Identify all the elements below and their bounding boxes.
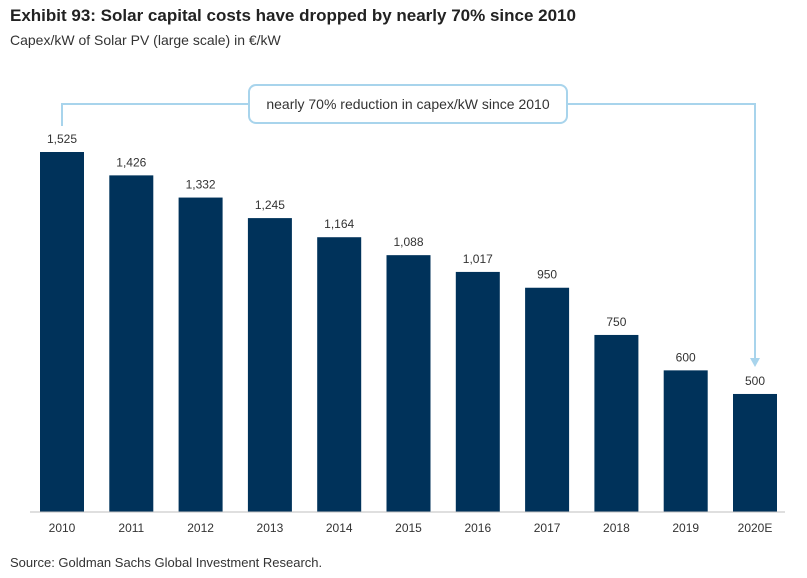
value-label-2012: 1,332	[186, 178, 216, 192]
x-tick-label-2013: 2013	[257, 521, 284, 535]
bar-2013	[247, 218, 292, 512]
value-label-2015: 1,088	[393, 235, 423, 249]
annotation-arrowhead	[750, 358, 760, 367]
x-tick-label-2011: 2011	[118, 521, 144, 535]
value-label-2011: 1,426	[116, 155, 146, 169]
bar-2012	[178, 197, 223, 512]
annotation-connector	[61, 103, 760, 367]
bar-2011	[109, 175, 154, 513]
annotation-right-line	[566, 103, 756, 360]
bar-2018	[594, 334, 639, 512]
bar-2020E	[733, 393, 777, 512]
x-tick-label-2015: 2015	[395, 521, 422, 535]
annotation-left-line	[61, 103, 250, 126]
value-labels-group: 1,525 1,426 1,332 1,245 1,164 1,088 1,017 950 75…	[47, 132, 765, 388]
chart-title: Exhibit 93: Solar capital costs have dro…	[10, 6, 576, 25]
annotation-box: nearly 70% reduction in capex/kW since 2…	[248, 84, 568, 124]
bar-2015	[386, 255, 431, 513]
x-tick-label-2012: 2012	[187, 521, 214, 535]
bar-2019	[663, 370, 708, 512]
x-tick-label-2019: 2019	[672, 521, 699, 535]
x-tick-label-2016: 2016	[464, 521, 491, 535]
x-tick-label-2020E: 2020E	[738, 521, 773, 535]
value-label-2017: 950	[537, 268, 557, 282]
chart-subtitle: Capex/kW of Solar PV (large scale) in €/…	[10, 32, 281, 48]
source-note: Source: Goldman Sachs Global Investment …	[10, 555, 323, 570]
x-tick-label-2018: 2018	[603, 521, 630, 535]
bar-2014	[317, 237, 362, 512]
value-label-2018: 750	[606, 315, 626, 329]
x-tick-label-2017: 2017	[534, 521, 561, 535]
value-label-2016: 1,017	[463, 252, 493, 266]
value-label-2010: 1,525	[47, 132, 77, 146]
bar-2017	[525, 287, 570, 512]
bar-2016	[455, 271, 500, 512]
bars-group	[40, 152, 777, 513]
bar-2010	[40, 152, 84, 512]
x-tick-label-2010: 2010	[49, 521, 76, 535]
x-tick-label-2014: 2014	[326, 521, 353, 535]
value-label-2020E: 500	[745, 374, 765, 388]
value-label-2014: 1,164	[324, 217, 354, 231]
value-label-2019: 600	[676, 350, 696, 364]
value-label-2013: 1,245	[255, 198, 285, 212]
x-axis-labels-group: 2010 2011 2012 2013 2014 2015 2016 2017 2018 2019…	[49, 521, 773, 535]
